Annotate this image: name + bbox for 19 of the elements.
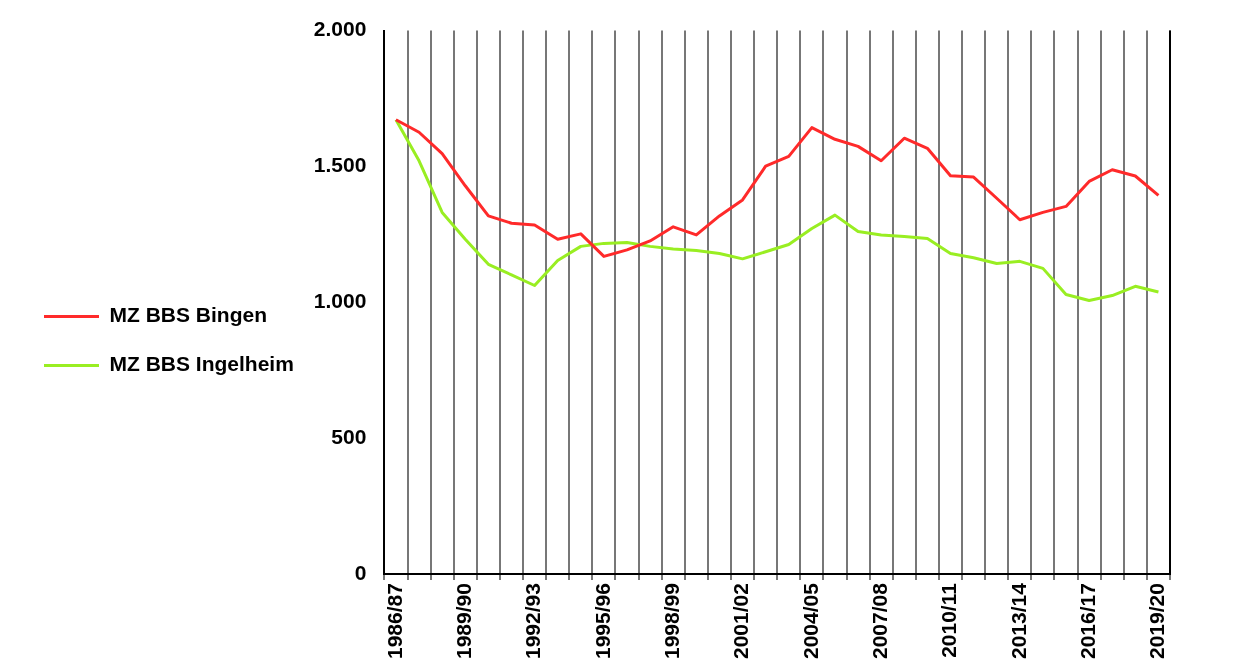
x-tick-label: 1992/93 xyxy=(521,583,545,660)
x-tick-label: 2007/08 xyxy=(867,582,891,660)
x-tick-label: 2004/05 xyxy=(798,582,822,660)
x-tick-label: 1995/96 xyxy=(590,583,614,660)
x-tick-label: 2001/02 xyxy=(729,583,753,660)
x-tick-label: 2019/20 xyxy=(1145,583,1169,660)
legend-label: MZ BBS Bingen xyxy=(109,303,267,327)
y-tick-label: 0 xyxy=(354,560,367,584)
legend-label: MZ BBS Ingelheim xyxy=(109,352,294,376)
y-tick-label: 1.500 xyxy=(313,153,367,177)
y-tick-label: 1.000 xyxy=(313,289,367,313)
y-tick-label: 500 xyxy=(331,425,367,449)
x-tick-label: 1986/87 xyxy=(382,583,406,660)
x-tick-label: 1998/99 xyxy=(660,583,684,660)
x-tick-label: 2010/11 xyxy=(937,582,961,658)
x-tick-label: 1989/90 xyxy=(452,583,476,660)
x-tick-label: 2016/17 xyxy=(1075,583,1099,660)
x-tick-label: 2013/14 xyxy=(1006,582,1030,660)
y-tick-label: 2.000 xyxy=(313,17,367,41)
